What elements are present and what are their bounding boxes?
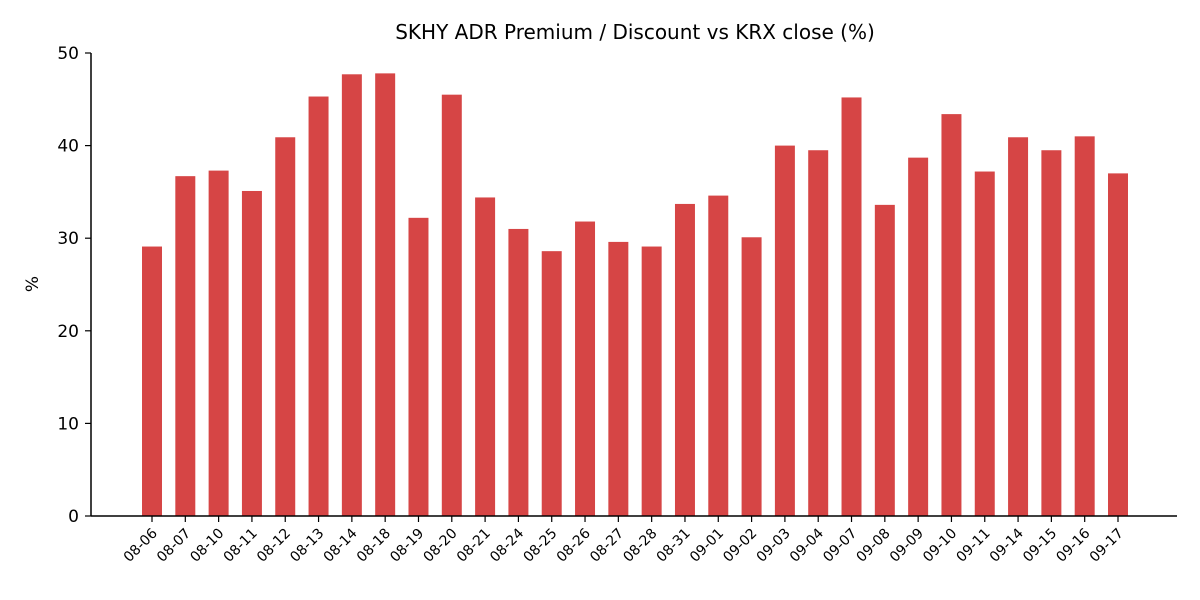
bar-08-10 [208, 170, 229, 517]
x-tick-label: 08-21 [454, 526, 494, 566]
bar-09-01 [708, 195, 729, 516]
bar-08-11 [241, 190, 262, 516]
x-tick-label: 08-11 [221, 526, 261, 566]
bar-09-03 [774, 145, 795, 516]
bar-08-20 [441, 94, 462, 517]
x-tick-label: 08-14 [321, 525, 361, 565]
x-tick-label: 09-10 [920, 526, 960, 566]
x-tick-label: 09-08 [854, 526, 894, 566]
y-tick-label: 10 [57, 414, 79, 434]
bar-09-08 [874, 204, 895, 516]
x-tick-label: 08-31 [654, 526, 694, 566]
bar-08-25 [541, 251, 562, 516]
x-tick-label: 08-06 [121, 525, 161, 565]
bar-09-11 [974, 171, 995, 516]
bar-09-10 [941, 114, 962, 516]
bar-09-07 [841, 97, 862, 516]
y-tick-label: 50 [57, 44, 79, 64]
x-tick-label: 08-24 [487, 525, 527, 565]
y-tick-label: 20 [57, 322, 79, 342]
bar-08-21 [475, 197, 496, 516]
y-tick-label: 0 [68, 507, 79, 527]
x-tick-label: 09-01 [687, 526, 727, 566]
bar-08-31 [674, 203, 695, 517]
y-tick-label: 30 [57, 229, 79, 249]
x-tick-label: 08-26 [554, 525, 594, 565]
x-tick-label: 09-09 [887, 526, 927, 566]
bar-08-06 [142, 246, 162, 516]
y-tick-label: 40 [57, 137, 79, 157]
bar-08-14 [341, 74, 362, 516]
bar-08-13 [308, 96, 329, 516]
bar-08-18 [375, 73, 396, 516]
bar-09-17 [1108, 173, 1128, 516]
x-tick-label: 08-27 [587, 526, 627, 566]
x-tick-label: 08-13 [287, 526, 327, 566]
x-tick-label: 08-28 [620, 526, 660, 566]
x-tick-label: 09-14 [987, 525, 1027, 565]
bar-08-07 [175, 176, 196, 516]
bar-09-15 [1041, 150, 1062, 517]
bar-08-28 [641, 246, 662, 516]
x-tick-label: 09-02 [720, 526, 760, 566]
bar-09-16 [1074, 136, 1095, 516]
bar-08-27 [608, 241, 629, 517]
x-tick-label: 09-07 [820, 526, 860, 566]
x-tick-label: 09-03 [754, 526, 794, 566]
x-tick-label: 09-15 [1020, 526, 1060, 566]
x-tick-label: 09-17 [1087, 526, 1127, 566]
x-tick-label: 09-04 [787, 525, 827, 565]
x-tick-label: 08-12 [254, 526, 294, 566]
bar-09-09 [908, 157, 929, 516]
x-tick-label: 09-11 [954, 526, 994, 566]
x-tick-label: 08-10 [187, 526, 227, 566]
x-tick-label: 09-16 [1053, 525, 1093, 565]
y-axis: 0 10 20 30 40 50 [57, 44, 92, 527]
bar-08-19 [408, 217, 429, 516]
bar-08-12 [275, 137, 296, 517]
x-tick-label: 08-19 [387, 526, 427, 566]
bar-09-14 [1008, 137, 1029, 517]
x-tick-label: 08-25 [520, 526, 560, 566]
bar-09-02 [741, 237, 762, 517]
x-axis: 08-0608-0708-1008-1108-1208-1308-1408-18… [91, 515, 1177, 566]
y-axis-label: % [23, 276, 43, 292]
x-tick-label: 08-18 [354, 526, 394, 566]
bar-09-04 [808, 150, 829, 517]
chart-title: SKHY ADR Premium / Discount vs KRX close… [395, 20, 875, 44]
bar-08-24 [508, 228, 529, 516]
x-tick-label: 08-07 [154, 526, 194, 566]
bar-08-26 [575, 221, 596, 517]
x-tick-label: 08-20 [421, 526, 461, 566]
bars-group [142, 73, 1128, 517]
